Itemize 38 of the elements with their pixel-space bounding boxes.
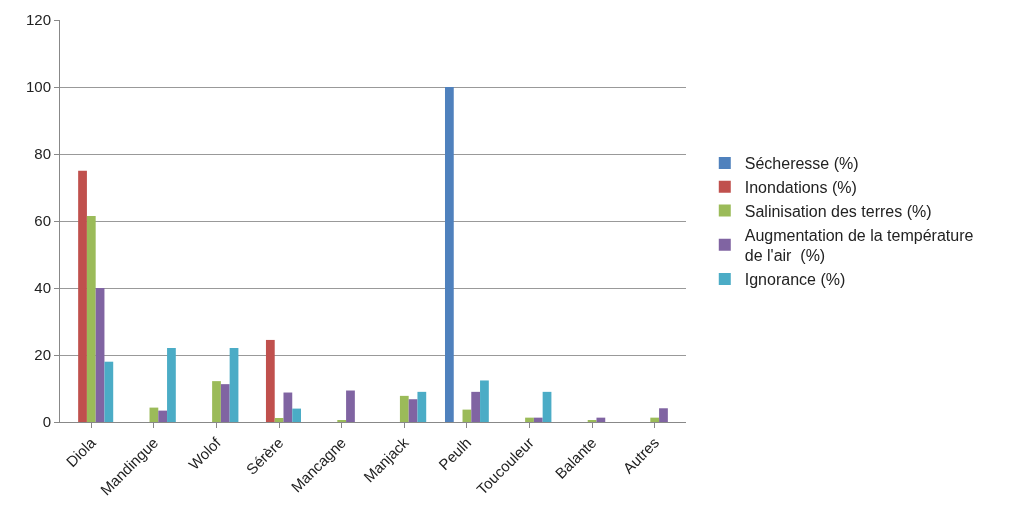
bar bbox=[95, 288, 105, 422]
legend-label: Salinisation des terres (%) bbox=[744, 202, 932, 220]
legend-label: Augmentation de la température de l'air (%) bbox=[744, 226, 974, 265]
bar bbox=[212, 381, 221, 422]
bar bbox=[104, 361, 114, 422]
bar bbox=[86, 215, 96, 422]
bar bbox=[408, 399, 418, 422]
legend-label: Inondations (%) bbox=[744, 178, 857, 196]
bar bbox=[167, 347, 176, 422]
bar bbox=[274, 417, 284, 422]
bar bbox=[220, 384, 230, 422]
bar bbox=[480, 380, 489, 422]
bar bbox=[533, 417, 543, 422]
bar bbox=[158, 410, 168, 422]
y-tick-label: 60 bbox=[34, 212, 51, 230]
y-tick-label: 20 bbox=[34, 346, 51, 364]
bar bbox=[444, 87, 454, 422]
bar bbox=[417, 391, 427, 422]
y-tick-label: 100 bbox=[25, 78, 51, 96]
bar bbox=[346, 390, 355, 422]
y-tick-label: 40 bbox=[34, 279, 51, 297]
legend-label: Sécheresse (%) bbox=[744, 155, 859, 173]
bar bbox=[650, 417, 660, 422]
bar bbox=[542, 391, 552, 422]
y-tick-label: 120 bbox=[25, 11, 51, 29]
bar bbox=[229, 347, 239, 422]
bar bbox=[596, 417, 606, 422]
bar bbox=[525, 417, 534, 422]
legend-label: Ignorance (%) bbox=[744, 271, 846, 289]
bar bbox=[283, 392, 293, 422]
bar bbox=[659, 408, 668, 422]
bar bbox=[292, 408, 302, 422]
bar bbox=[78, 170, 87, 422]
y-tick-label: 80 bbox=[34, 145, 51, 163]
bar bbox=[399, 395, 409, 422]
bar bbox=[265, 339, 275, 422]
y-tick-label: 0 bbox=[42, 413, 51, 431]
bar bbox=[471, 391, 481, 422]
